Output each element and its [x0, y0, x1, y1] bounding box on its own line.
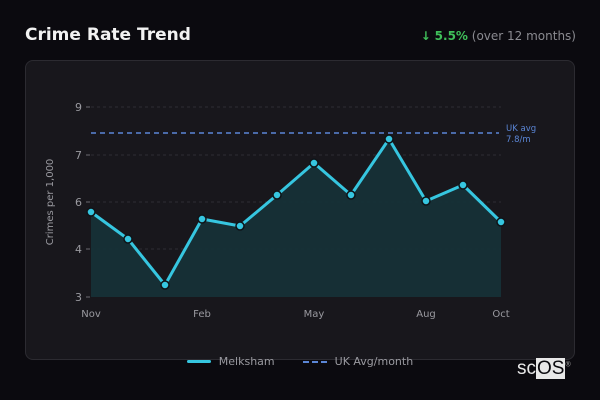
svg-text:Aug: Aug — [416, 309, 436, 320]
svg-text:7: 7 — [75, 149, 82, 162]
svg-text:9: 9 — [75, 101, 82, 114]
y-axis-label: Crimes per 1,000 — [45, 159, 56, 246]
svg-text:4: 4 — [75, 243, 82, 256]
change-period: (over 12 months) — [471, 29, 576, 43]
legend-item-melksham[interactable]: Melksham — [186, 355, 275, 368]
y-axis-labels: 9 7 6 4 3 — [75, 101, 82, 304]
area-fill — [91, 139, 501, 297]
solid-line-icon — [186, 360, 211, 363]
svg-text:3: 3 — [75, 291, 82, 304]
down-arrow-icon: ↓ — [420, 29, 431, 43]
svg-text:Oct: Oct — [492, 309, 509, 320]
trend-change: ↓ 5.5% (over 12 months) — [421, 29, 576, 43]
dashed-line-icon — [302, 360, 327, 363]
scos-logo: scOS® — [517, 358, 571, 379]
legend-item-uk-avg[interactable]: UK Avg/month — [302, 355, 413, 368]
melksham-line — [90, 137, 503, 287]
svg-text:Feb: Feb — [193, 309, 211, 320]
svg-text:May: May — [304, 309, 325, 320]
data-points — [86, 134, 506, 290]
svg-text:6: 6 — [75, 196, 82, 209]
x-axis-labels: Nov Feb May Aug Oct — [81, 309, 509, 320]
legend: Melksham UK Avg/month — [0, 355, 600, 368]
change-percent: 5.5% — [434, 29, 468, 43]
uk-average-annotation: UK avg 7.8/m — [506, 124, 539, 145]
chart-title: Crime Rate Trend — [25, 25, 191, 45]
svg-text:Nov: Nov — [81, 309, 101, 320]
